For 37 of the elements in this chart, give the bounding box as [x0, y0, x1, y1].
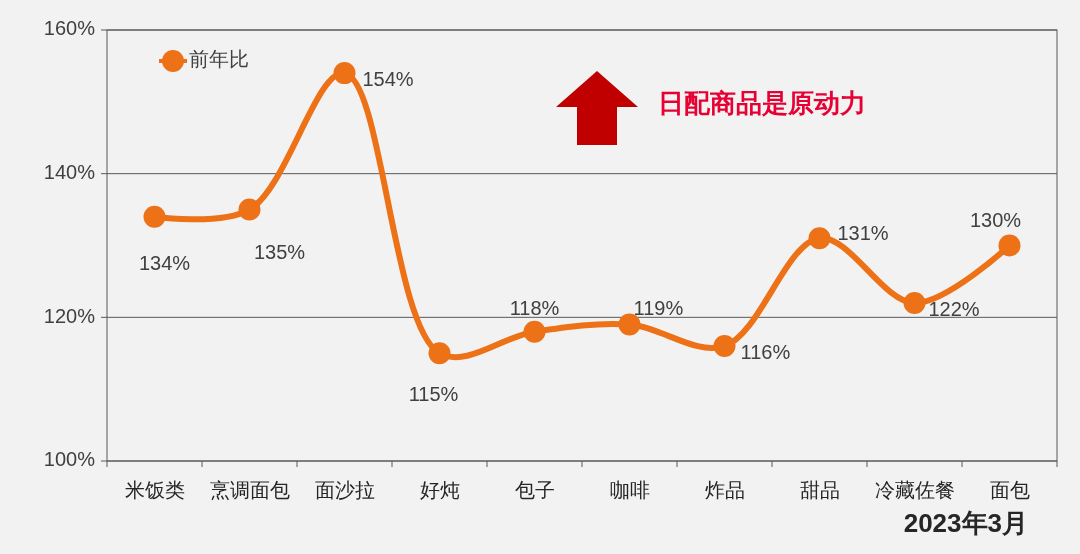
point — [238, 198, 261, 221]
point — [143, 205, 166, 228]
point — [903, 291, 926, 314]
point — [713, 335, 736, 358]
data-label: 134% — [138, 252, 191, 275]
x-tick-label: 烹调面包 — [209, 479, 290, 501]
data-label: 154% — [362, 68, 414, 91]
point — [618, 313, 641, 336]
data-label: 115% — [408, 382, 459, 405]
text: 2023年3月 — [903, 508, 1028, 538]
annotation: 日配商品是原动力 — [658, 88, 866, 118]
y-tick-label: 100% — [43, 448, 96, 471]
x-tick-label: 冷藏佐餐 — [874, 479, 955, 501]
y-tick-label: 160% — [43, 17, 96, 40]
data-label: 116% — [740, 341, 791, 364]
point — [998, 234, 1021, 257]
x-tick-label: 面沙拉 — [314, 479, 375, 501]
x-tick-label: 咖啡 — [609, 479, 650, 501]
y-tick-label: 120% — [43, 304, 96, 327]
point — [808, 227, 831, 250]
data-label: 135% — [253, 240, 306, 263]
y-tick-label: 140% — [43, 160, 96, 183]
point — [428, 342, 451, 365]
data-label: 130% — [969, 208, 1022, 231]
data-label: 118% — [509, 296, 560, 319]
x-tick-label: 甜品 — [799, 479, 840, 501]
legend-label: 前年比 — [189, 48, 249, 71]
data-label: 122% — [928, 298, 980, 321]
x-tick-label: 包子 — [514, 479, 555, 501]
x-tick-label: 炸品 — [704, 479, 745, 501]
point — [523, 320, 546, 343]
data-label: 119% — [633, 296, 684, 319]
point — [333, 62, 356, 85]
x-tick-label: 好炖 — [419, 479, 460, 501]
data-label: 131% — [837, 221, 889, 244]
x-tick-label: 面包 — [989, 479, 1030, 501]
x-tick-label: 米饭类 — [124, 479, 185, 501]
